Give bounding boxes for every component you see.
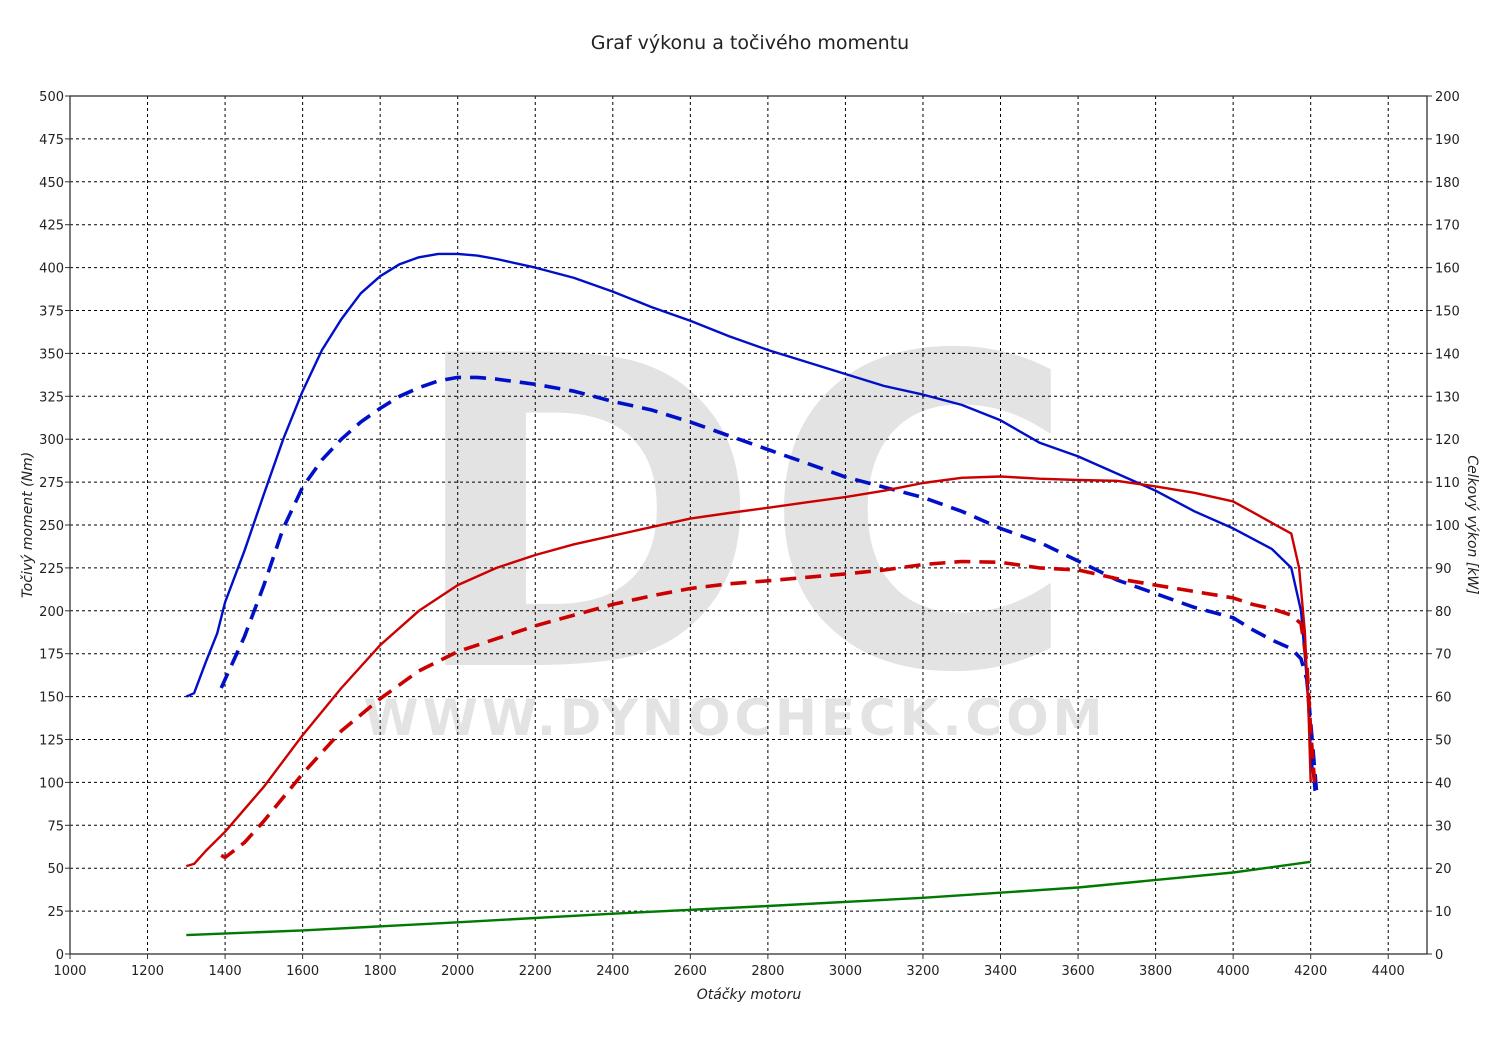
y-left-tick-label: 425 <box>39 219 64 234</box>
y-right-tick-label: 20 <box>1435 862 1452 877</box>
y-left-tick-label: 375 <box>39 305 64 320</box>
y-left-tick-label: 150 <box>39 691 64 706</box>
y-left-tick-label: 450 <box>39 176 64 191</box>
x-tick-label: 3000 <box>829 964 862 979</box>
y-left-tick-label: 475 <box>39 133 64 148</box>
y-left-tick-label: 275 <box>39 476 64 491</box>
y-left-tick-label: 500 <box>39 90 64 105</box>
y-left-tick-label: 75 <box>47 819 64 834</box>
y-right-tick-label: 140 <box>1435 347 1460 362</box>
y-right-tick-label: 50 <box>1435 734 1452 749</box>
y-right-tick-label: 10 <box>1435 905 1452 920</box>
y-right-tick-label: 80 <box>1435 605 1452 620</box>
series-line-power-tuned <box>185 475 1312 868</box>
ticks: 1000 1200 1400 1600 1800 2000 2200 2400 2600 2800… <box>39 90 1460 979</box>
x-tick-label: 1400 <box>209 964 242 979</box>
y-right-tick-label: 190 <box>1435 133 1460 148</box>
series-line-torque-tuned <box>185 252 1316 792</box>
series-group <box>185 252 1319 937</box>
grid <box>70 96 1427 954</box>
x-tick-label: 2000 <box>441 964 474 979</box>
x-tick-label: 3400 <box>984 964 1017 979</box>
y-left-tick-label: 125 <box>39 734 64 749</box>
watermark: DC WWW.DYNOCHECK.COM <box>364 267 1107 767</box>
chart-title: Graf výkonu a točivého momentu <box>590 32 910 54</box>
x-tick-label: 3800 <box>1139 964 1172 979</box>
y-right-tick-label: 110 <box>1435 476 1460 491</box>
y-left-tick-label: 225 <box>39 562 64 577</box>
y-left-tick-label: 200 <box>39 605 64 620</box>
y-right-tick-label: 120 <box>1435 433 1460 448</box>
y-left-tick-label: 400 <box>39 262 64 277</box>
series-line-power-stock <box>220 559 1317 860</box>
y-right-tick-label: 130 <box>1435 390 1460 405</box>
watermark-url: WWW.DYNOCHECK.COM <box>364 689 1107 747</box>
x-tick-label: 3200 <box>906 964 939 979</box>
x-tick-label: 4200 <box>1294 964 1327 979</box>
watermark-logo: DC <box>406 267 1079 767</box>
y-right-tick-label: 200 <box>1435 90 1460 105</box>
y-left-tick-label: 0 <box>56 948 64 963</box>
x-tick-label: 2600 <box>674 964 707 979</box>
y-left-tick-label: 300 <box>39 433 64 448</box>
x-tick-label: 2200 <box>519 964 552 979</box>
y-right-tick-label: 90 <box>1435 562 1452 577</box>
y-left-tick-label: 325 <box>39 390 64 405</box>
series-line-torque-stock <box>219 375 1319 792</box>
y-left-tick-label: 100 <box>39 776 64 791</box>
y-right-tick-label: 150 <box>1435 305 1460 320</box>
x-tick-label: 2800 <box>751 964 784 979</box>
y-right-tick-label: 70 <box>1435 648 1452 663</box>
y-right-tick-label: 40 <box>1435 776 1452 791</box>
y-right-tick-label: 160 <box>1435 262 1460 277</box>
y-right-tick-label: 0 <box>1435 948 1443 963</box>
y-right-tick-label: 180 <box>1435 176 1460 191</box>
y-right-tick-label: 100 <box>1435 519 1460 534</box>
x-tick-label: 1800 <box>364 964 397 979</box>
y-right-tick-label: 30 <box>1435 819 1452 834</box>
x-tick-label: 4000 <box>1217 964 1250 979</box>
x-tick-label: 1000 <box>53 964 86 979</box>
x-axis-label: Otáčky motoru <box>697 987 802 1003</box>
y-axis-left-label: Točivý moment (Nm) <box>20 452 36 598</box>
series-line-loss-power <box>186 860 1311 937</box>
y-left-tick-label: 350 <box>39 347 64 362</box>
y-right-tick-label: 60 <box>1435 691 1452 706</box>
x-tick-label: 2400 <box>596 964 629 979</box>
x-tick-label: 4400 <box>1372 964 1405 979</box>
y-left-tick-label: 25 <box>47 905 64 920</box>
y-left-tick-label: 175 <box>39 648 64 663</box>
x-tick-label: 1600 <box>286 964 319 979</box>
x-tick-label: 1200 <box>131 964 164 979</box>
x-tick-label: 3600 <box>1062 964 1095 979</box>
y-right-tick-label: 170 <box>1435 219 1460 234</box>
y-left-tick-label: 250 <box>39 519 64 534</box>
y-axis-right-label: Celkový výkon [kW] <box>1464 455 1480 594</box>
y-left-tick-label: 50 <box>47 862 64 877</box>
